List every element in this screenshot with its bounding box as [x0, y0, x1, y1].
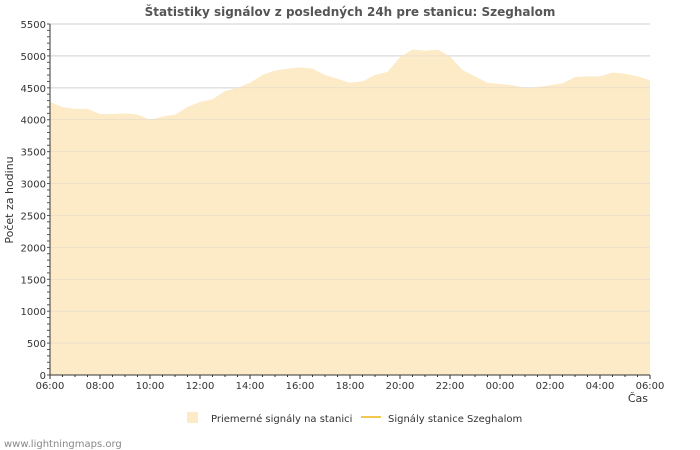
x-tick-label-10: 02:00 — [536, 381, 565, 392]
watermark: www.lightningmaps.org — [4, 439, 122, 450]
x-tick-label-11: 04:00 — [586, 381, 615, 392]
legend-swatch-average — [187, 412, 198, 423]
y-tick-label-5500: 5500 — [21, 20, 46, 31]
y-tick-label-2500: 2500 — [21, 211, 46, 222]
y-tick-label-2000: 2000 — [21, 243, 46, 254]
x-tick-label-5: 16:00 — [286, 381, 315, 392]
x-ticks: 06:00 08:00 10:00 12:00 14:00 16:00 18:00 20:00… — [36, 375, 665, 392]
x-tick-label-6: 18:00 — [336, 381, 365, 392]
y-tick-label-4500: 4500 — [21, 84, 46, 95]
x-tick-label-4: 14:00 — [236, 381, 265, 392]
area-layer — [50, 23, 650, 375]
y-ticks: 0 500 1000 1500 2000 2500 3000 3500 4000 4500 5000… — [21, 20, 50, 382]
y-tick-label-4000: 4000 — [21, 116, 46, 127]
x-axis-label: Čas — [628, 392, 648, 405]
x-tick-label-8: 22:00 — [436, 381, 465, 392]
y-tick-label-500: 500 — [27, 339, 46, 350]
legend-label-station: Signály stanice Szeghalom — [388, 413, 522, 425]
x-tick-label-0: 06:00 — [36, 381, 65, 392]
y-tick-label-3000: 3000 — [21, 180, 46, 191]
x-tick-label-2: 10:00 — [136, 381, 165, 392]
x-tick-label-1: 08:00 — [86, 381, 115, 392]
y-tick-label-0: 0 — [40, 371, 46, 382]
legend-label-average: Priemerné signály na stanici — [211, 413, 352, 425]
x-tick-label-7: 20:00 — [386, 381, 415, 392]
y-axis-label: Počet za hodinu — [3, 156, 16, 243]
x-tick-label-9: 00:00 — [486, 381, 515, 392]
area-series-average — [50, 49, 650, 375]
y-tick-label-3500: 3500 — [21, 148, 46, 159]
y-tick-label-1500: 1500 — [21, 275, 46, 286]
x-tick-label-12: 06:00 — [636, 381, 665, 392]
y-tick-label-1000: 1000 — [21, 307, 46, 318]
x-tick-label-3: 12:00 — [186, 381, 215, 392]
legend: Priemerné signály na stanici Signály sta… — [187, 412, 522, 425]
y-tick-label-5000: 5000 — [21, 52, 46, 63]
chart-title: Štatistiky signálov z posledných 24h pre… — [145, 4, 556, 19]
